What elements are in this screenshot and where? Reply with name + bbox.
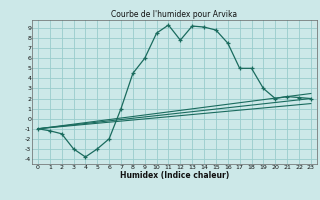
Title: Courbe de l'humidex pour Arvika: Courbe de l'humidex pour Arvika bbox=[111, 10, 237, 19]
X-axis label: Humidex (Indice chaleur): Humidex (Indice chaleur) bbox=[120, 171, 229, 180]
